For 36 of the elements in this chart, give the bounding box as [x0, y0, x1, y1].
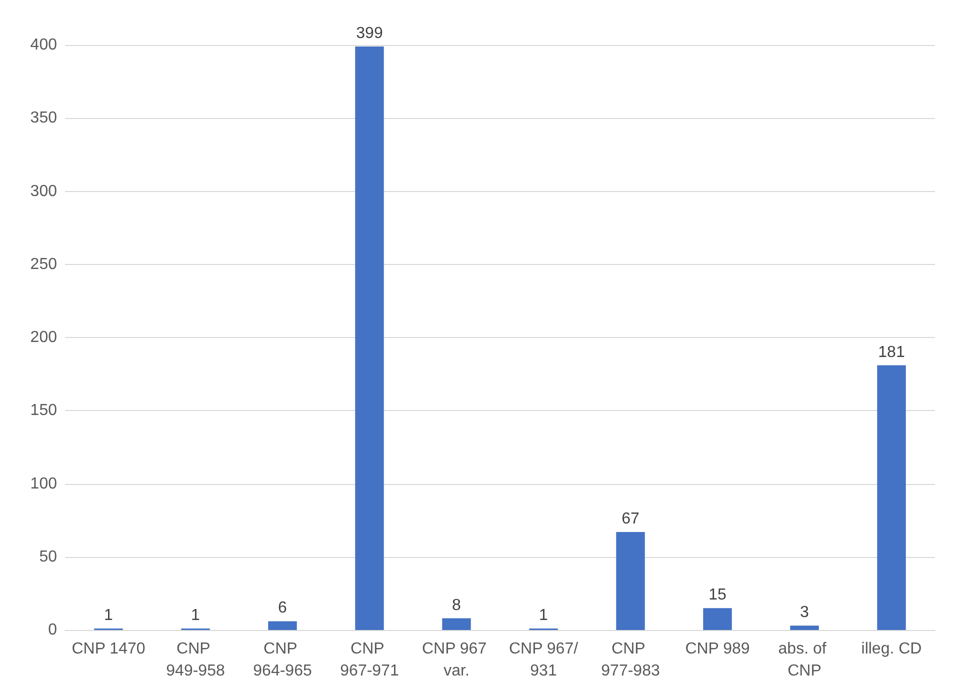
data-label: 1: [191, 607, 200, 624]
bar: [442, 618, 471, 630]
data-label: 15: [708, 586, 726, 604]
data-label: 399: [356, 24, 383, 42]
x-tick-label: CNP 964-965: [253, 640, 312, 680]
x-tick-label: CNP 1470: [72, 640, 146, 658]
x-tick-label: CNP 989: [685, 640, 750, 658]
y-tick-label: 200: [30, 329, 58, 346]
data-label: 1: [104, 607, 114, 624]
bar: [268, 621, 297, 630]
y-tick-label: 400: [30, 36, 58, 54]
bar: [877, 365, 906, 630]
y-tick-label: 250: [30, 256, 58, 273]
y-tick-label: 50: [39, 548, 58, 566]
bar: [616, 532, 645, 630]
x-tick-label: illeg. CD: [861, 640, 922, 658]
data-label: 1: [539, 607, 548, 624]
x-tick-label: CNP 949-958: [166, 640, 225, 680]
y-tick-label: 150: [30, 402, 58, 420]
x-tick-label: CNP 967 var.: [422, 640, 492, 680]
y-tick-label: 0: [48, 622, 58, 638]
bar: [703, 608, 732, 630]
x-tick-label: CNP 967-971: [340, 640, 399, 680]
x-tick-label: CNP 967/931: [508, 640, 579, 680]
data-label: 6: [278, 600, 288, 617]
data-label: 8: [452, 596, 462, 614]
data-label: 67: [622, 510, 640, 528]
y-tick-label: 100: [30, 475, 58, 492]
x-tick-label: CNP 977-983: [601, 640, 660, 680]
bar: [355, 46, 384, 630]
data-label: 181: [878, 344, 905, 361]
data-label: 3: [800, 604, 810, 622]
y-tick-label: 350: [30, 110, 58, 127]
bar: [790, 626, 819, 630]
y-tick-label: 300: [30, 182, 58, 200]
x-tick-label: abs. of CNP: [778, 640, 831, 680]
